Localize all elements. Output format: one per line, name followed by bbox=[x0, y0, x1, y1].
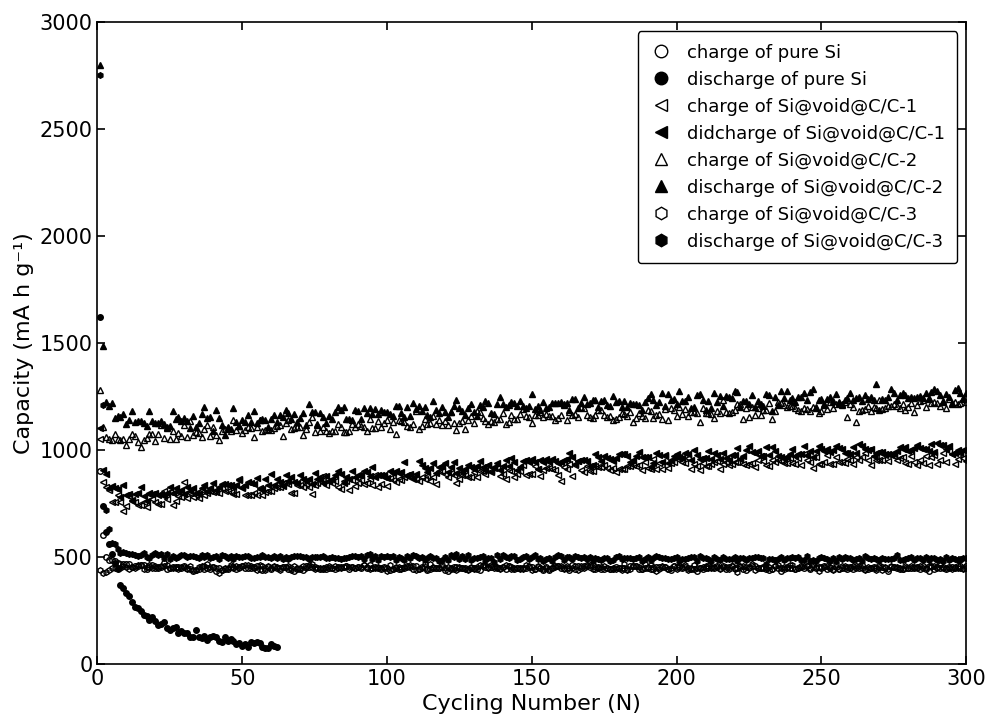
Y-axis label: Capacity (mA h g⁻¹): Capacity (mA h g⁻¹) bbox=[14, 232, 34, 454]
X-axis label: Cycling Number (N): Cycling Number (N) bbox=[422, 694, 641, 714]
Legend: charge of pure Si, discharge of pure Si, charge of Si@void@C/C-1, didcharge of S: charge of pure Si, discharge of pure Si,… bbox=[638, 31, 957, 264]
